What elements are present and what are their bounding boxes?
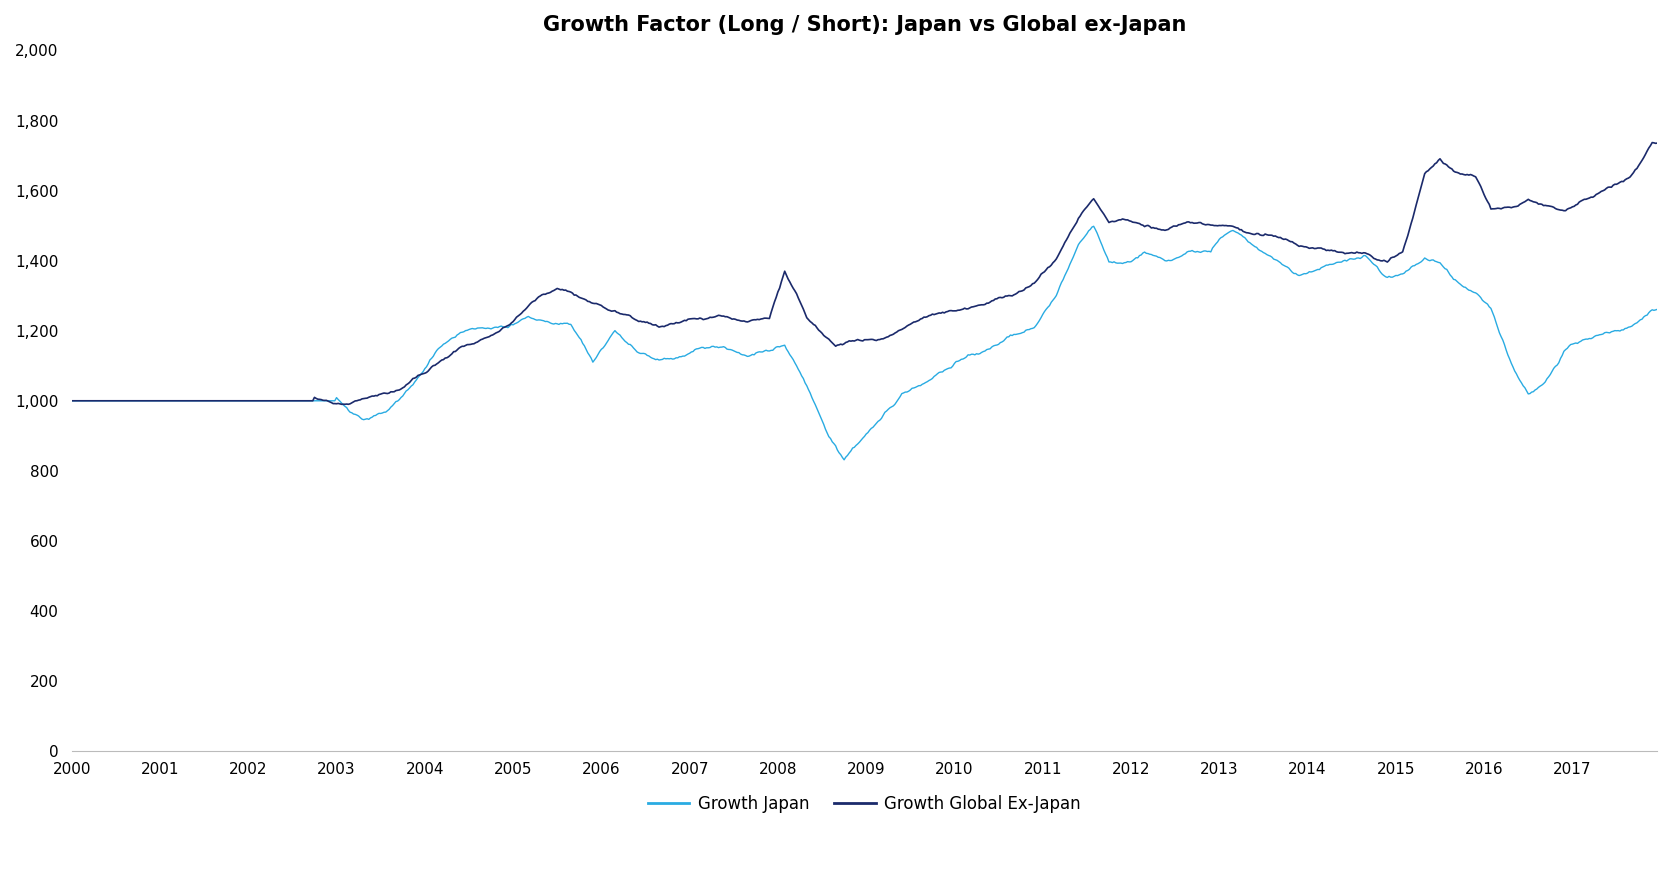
Growth Japan	[834, 455, 854, 465]
Growth Global Ex-Japan	[413, 369, 433, 379]
Legend: Growth Japan, Growth Global Ex-Japan: Growth Japan, Growth Global Ex-Japan	[640, 789, 1087, 820]
Growth Japan	[1649, 305, 1669, 315]
Growth Japan	[124, 395, 144, 406]
Growth Japan	[376, 407, 396, 417]
Growth Global Ex-Japan	[378, 388, 398, 399]
Growth Global Ex-Japan	[804, 319, 824, 330]
Growth Japan	[803, 392, 823, 403]
Growth Japan	[1150, 253, 1170, 263]
Growth Japan	[1083, 221, 1104, 231]
Growth Global Ex-Japan	[1149, 224, 1169, 235]
Growth Global Ex-Japan	[1649, 137, 1669, 148]
Title: Growth Factor (Long / Short): Japan vs Global ex-Japan: Growth Factor (Long / Short): Japan vs G…	[543, 15, 1185, 35]
Growth Global Ex-Japan	[333, 399, 353, 409]
Line: Growth Global Ex-Japan: Growth Global Ex-Japan	[72, 143, 1659, 404]
Growth Japan	[62, 395, 82, 406]
Growth Global Ex-Japan	[124, 395, 144, 406]
Growth Global Ex-Japan	[62, 395, 82, 406]
Growth Japan	[411, 369, 431, 379]
Line: Growth Japan: Growth Japan	[72, 226, 1659, 460]
Growth Japan	[331, 398, 351, 408]
Growth Global Ex-Japan	[1642, 137, 1662, 148]
Growth Global Ex-Japan	[331, 399, 351, 409]
